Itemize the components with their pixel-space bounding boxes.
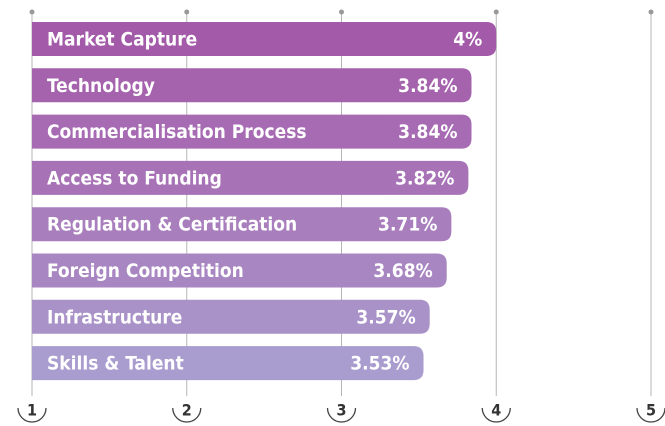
category-label: Regulation & Certification [47,214,297,236]
tick-circle [172,407,202,423]
bar [32,346,424,381]
grid-dot [648,9,654,15]
bar [32,68,472,103]
value-label: 3.68% [373,260,432,282]
value-label: 3.82% [395,167,454,189]
bar [32,22,497,56]
value-label: 3.84% [398,121,457,143]
tick-circle [17,407,47,423]
value-label: 4% [453,29,482,51]
tick-circle [481,407,511,423]
x-tick-label: 5 [646,401,656,420]
value-label: 3.84% [398,75,457,97]
grid-dot [493,9,499,15]
value-label: 3.57% [356,306,415,328]
grid-dot [339,9,344,15]
tick-circle [326,407,357,423]
category-label: Commercialisation Process [47,121,307,143]
category-label: Foreign Competition [47,260,244,282]
category-label: Access to Funding [47,167,222,189]
category-label: Skills & Talent [47,353,184,375]
bar [32,114,472,149]
x-tick-label: 4 [491,401,501,420]
x-tick-label: 1 [27,401,37,420]
category-label: Infrastructure [47,306,182,328]
value-label: 3.71% [378,214,437,236]
x-tick-label: 3 [336,401,346,420]
bar [32,253,447,288]
grid-dot [184,9,190,15]
category-label: Market Capture [47,29,197,51]
category-label: Technology [47,75,155,97]
tick-circle [636,407,665,423]
value-label: 3.53% [350,353,409,375]
x-tick-label: 2 [182,401,192,420]
bar [32,207,452,242]
grid-dot [29,9,35,15]
bar [32,160,469,195]
bar [32,299,430,334]
